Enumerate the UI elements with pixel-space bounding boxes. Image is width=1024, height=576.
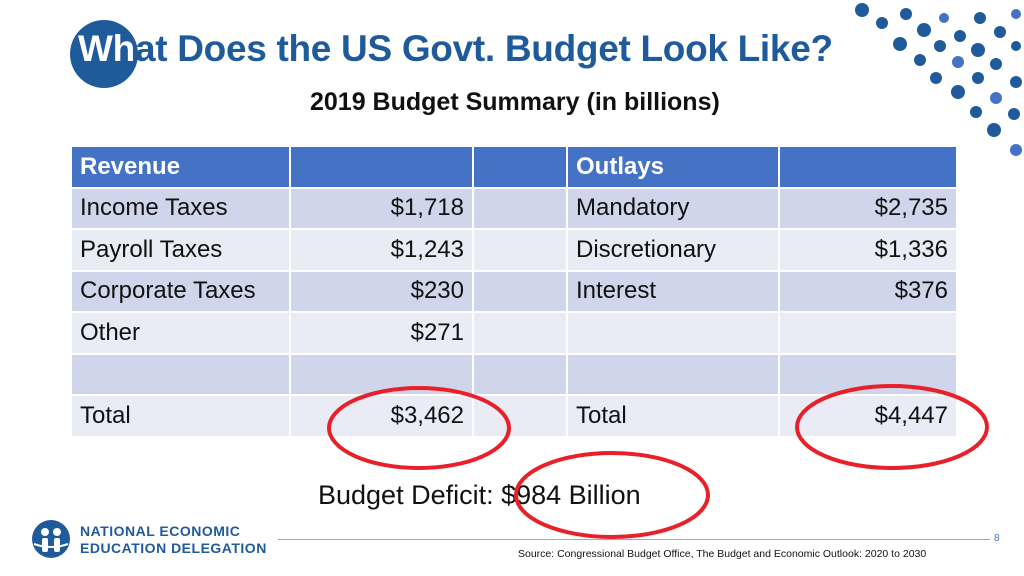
header-outlays: Outlays — [568, 147, 778, 187]
page-number: 8 — [994, 533, 1000, 544]
revenue-label: Payroll Taxes — [72, 230, 289, 270]
header-revenue: Revenue — [72, 147, 289, 187]
table-header-row: Revenue Outlays — [72, 147, 956, 187]
outlay-value: $1,336 — [780, 230, 956, 270]
revenue-label: Corporate Taxes — [72, 271, 289, 311]
decorative-dot-pattern — [855, 3, 1022, 156]
outlay-label: Interest — [568, 271, 778, 311]
revenue-value: $1,243 — [291, 230, 472, 270]
revenue-total-value: $3,462 — [291, 396, 472, 436]
budget-summary-table: Revenue Outlays Income Taxes $1,718 Mand… — [70, 145, 958, 438]
revenue-label: Income Taxes — [72, 188, 289, 228]
slide-title: What Does the US Govt. Budget Look Like? — [78, 28, 833, 70]
empty-cell — [474, 354, 566, 394]
globe-people-icon — [32, 520, 70, 558]
outlay-value — [780, 313, 956, 353]
outlay-label: Discretionary — [568, 230, 778, 270]
logo-wordmark: NATIONAL ECONOMIC EDUCATION DELEGATION — [80, 523, 267, 557]
empty-cell — [72, 354, 289, 394]
slide-subtitle: 2019 Budget Summary (in billions) — [310, 88, 720, 116]
source-citation: Source: Congressional Budget Office, The… — [518, 548, 927, 560]
spacer-cell — [474, 188, 566, 228]
header-cell — [291, 147, 472, 187]
revenue-label: Other — [72, 313, 289, 353]
table-row-total: Total $3,462 Total $4,447 — [72, 396, 956, 436]
revenue-value: $230 — [291, 271, 472, 311]
revenue-value: $271 — [291, 313, 472, 353]
title-highlight: Wh — [78, 28, 135, 69]
spacer-cell — [474, 271, 566, 311]
table-row: Other $271 — [72, 313, 956, 353]
title-accent-circle — [70, 20, 138, 88]
spacer-cell — [474, 313, 566, 353]
logo-line-1: NATIONAL ECONOMIC — [80, 523, 241, 539]
table-row: Corporate Taxes $230 Interest $376 — [72, 271, 956, 311]
empty-cell — [568, 354, 778, 394]
outlay-label: Mandatory — [568, 188, 778, 228]
empty-cell — [291, 354, 472, 394]
outlay-value: $2,735 — [780, 188, 956, 228]
header-cell — [780, 147, 956, 187]
logo-line-2: EDUCATION DELEGATION — [80, 540, 267, 556]
spacer-cell — [474, 396, 566, 436]
outlay-value: $376 — [780, 271, 956, 311]
revenue-total-label: Total — [72, 396, 289, 436]
empty-cell — [780, 354, 956, 394]
organization-logo: NATIONAL ECONOMIC EDUCATION DELEGATION — [30, 518, 270, 560]
outlay-total-value: $4,447 — [780, 396, 956, 436]
table-row-empty — [72, 354, 956, 394]
table-row: Payroll Taxes $1,243 Discretionary $1,33… — [72, 230, 956, 270]
footer-divider — [278, 539, 990, 540]
table-row: Income Taxes $1,718 Mandatory $2,735 — [72, 188, 956, 228]
header-cell — [474, 147, 566, 187]
title-rest: at Does the US Govt. Budget Look Like? — [134, 28, 833, 69]
revenue-value: $1,718 — [291, 188, 472, 228]
budget-deficit-text: Budget Deficit: $984 Billion — [318, 480, 641, 510]
spacer-cell — [474, 230, 566, 270]
outlay-label — [568, 313, 778, 353]
outlay-total-label: Total — [568, 396, 778, 436]
